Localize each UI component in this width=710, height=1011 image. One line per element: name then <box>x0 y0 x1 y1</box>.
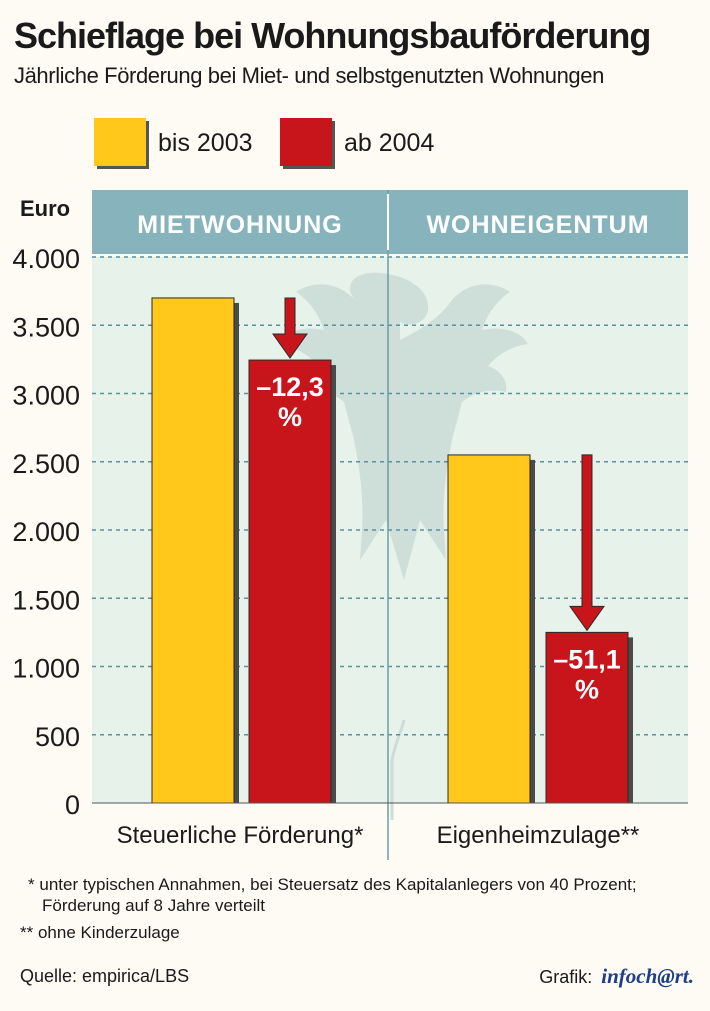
footnote-1-text: unter typischen Annahmen, bei Steuersatz… <box>39 875 637 894</box>
y-tick-label-3000: 3.000 <box>12 381 80 411</box>
footnote-2-text: ohne Kinderzulage <box>37 923 180 942</box>
footnote-1-text-continued: Förderung auf 8 Jahre verteilt <box>42 896 266 915</box>
footnote-2: ** ohne Kinderzulage <box>20 922 180 943</box>
bar-1-bis-2003 <box>151 297 235 804</box>
bar-2-ab-2004 <box>545 631 629 804</box>
x-category-label-1: Steuerliche Förderung* <box>117 822 364 849</box>
graphic-credit-prefix: Grafik: <box>539 967 593 987</box>
y-tick-label-3500: 3.500 <box>12 312 80 342</box>
y-tick-label-0: 0 <box>65 790 80 820</box>
eagle-watermark <box>278 272 528 580</box>
y-tick-label-2000: 2.000 <box>12 517 80 547</box>
bar-2-bis-2003 <box>447 454 531 804</box>
y-tick-label-500: 500 <box>35 722 80 752</box>
y-tick-label-1500: 1.500 <box>12 585 80 615</box>
legend-label-ab-2004: ab 2004 <box>344 129 435 157</box>
legend-label-bis-2003: bis 2003 <box>158 129 253 157</box>
change-label-1-unit: % <box>278 402 302 432</box>
change-label-1: –12,3 <box>256 372 324 402</box>
panel-title-1: MIETWOHNUNG <box>137 211 342 239</box>
footnote-1: * unter typischen Annahmen, bei Steuersa… <box>28 874 637 916</box>
bar-1-ab-2004 <box>248 359 332 804</box>
change-label-2: –51,1 <box>553 644 621 674</box>
panel-title-2: WOHNEIGENTUM <box>426 211 649 239</box>
panel-header-band <box>92 190 688 254</box>
chart-subtitle: Jährliche Förderung bei Miet- und selbst… <box>14 63 604 88</box>
y-tick-label-2500: 2.500 <box>12 449 80 479</box>
footnote-1-mark: * <box>28 875 35 894</box>
legend-swatch-ab-2004 <box>280 118 332 166</box>
decline-arrow-1 <box>272 297 308 359</box>
legend-swatch-bis-2003 <box>94 118 146 166</box>
footnote-2-mark: ** <box>20 923 34 942</box>
y-tick-label-1000: 1.000 <box>12 654 80 684</box>
graphic-credit: Grafik: infoch@rt. <box>539 964 694 989</box>
infochart-logo: infoch@rt. <box>601 964 694 988</box>
y-tick-label-4000: 4.000 <box>12 244 80 274</box>
change-label-2-unit: % <box>575 674 599 704</box>
eagle-watermark-tail <box>390 719 406 820</box>
x-category-label-2: Eigenheimzulage** <box>437 822 640 849</box>
chart-title: Schieflage bei Wohnungsbauförderung <box>14 15 651 56</box>
bar-chart: 0 500 1.000 1.500 2.000 2.500 3.000 3.500 4.000 M… <box>12 190 688 860</box>
source-note: Quelle: empirica/LBS <box>20 966 190 986</box>
decline-arrow-2 <box>569 454 605 632</box>
y-axis-unit-label: Euro <box>20 196 71 221</box>
